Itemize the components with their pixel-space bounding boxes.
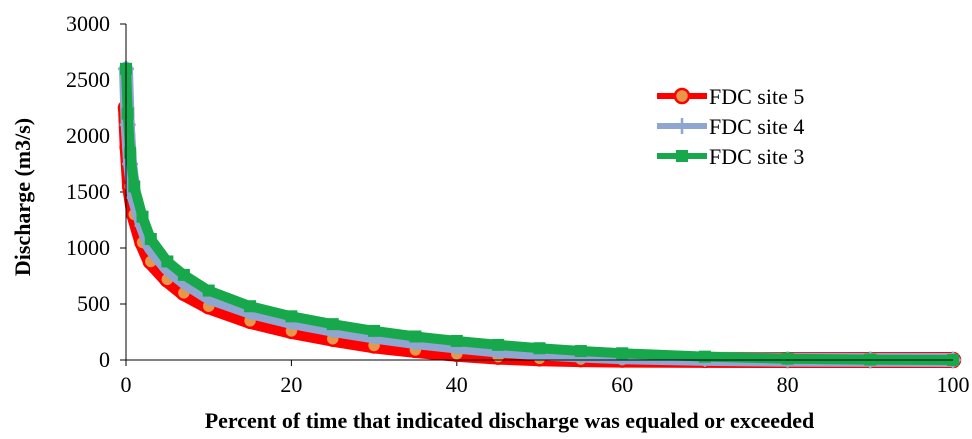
x-tick-label: 60 <box>611 372 633 397</box>
data-point <box>368 324 381 337</box>
series-fdc-site-3 <box>120 62 959 366</box>
y-tick-label: 1000 <box>66 235 110 260</box>
y-tick-label: 1500 <box>66 179 110 204</box>
y-axis-ticks: 0 500 1000 1500 2000 2500 3000 <box>66 11 126 372</box>
series-fdc-site-5 <box>117 99 962 369</box>
series-layer <box>117 60 962 369</box>
data-point <box>781 352 794 365</box>
data-point <box>202 284 215 297</box>
y-tick-label: 2500 <box>66 67 110 92</box>
legend-label: FDC site 4 <box>709 114 804 139</box>
legend-item: FDC site 3 <box>657 144 804 169</box>
y-tick-label: 2000 <box>66 123 110 148</box>
y-axis-title: Discharge (m3/s) <box>10 118 35 276</box>
x-tick-label: 0 <box>121 372 132 397</box>
data-point <box>533 342 546 355</box>
data-point <box>177 268 190 281</box>
x-tick-label: 40 <box>446 372 468 397</box>
data-point <box>136 210 149 223</box>
data-point <box>409 330 422 343</box>
data-point <box>450 334 463 347</box>
x-axis-ticks: 0 20 40 60 80 100 <box>121 360 970 397</box>
data-point <box>124 146 137 159</box>
legend-item: FDC site 4 <box>657 114 804 139</box>
legend-marker <box>673 87 691 105</box>
data-point <box>698 350 711 363</box>
data-point <box>574 345 587 358</box>
data-point <box>144 233 157 246</box>
data-point <box>326 318 339 331</box>
data-point <box>161 255 174 268</box>
x-tick-label: 20 <box>280 372 302 397</box>
x-tick-label: 80 <box>777 372 799 397</box>
data-point <box>128 180 141 193</box>
legend-label: FDC site 3 <box>709 144 804 169</box>
legend-marker <box>674 118 690 134</box>
legend-marker <box>676 150 688 162</box>
data-point <box>492 338 505 351</box>
legend-item: FDC site 5 <box>657 84 804 109</box>
data-point <box>285 310 298 323</box>
data-point <box>121 107 134 120</box>
data-point <box>616 347 629 360</box>
x-tick-label: 100 <box>937 372 970 397</box>
y-tick-label: 3000 <box>66 11 110 36</box>
data-point <box>244 300 257 313</box>
legend: FDC site 5 FDC site 4 FDC site 3 <box>657 84 804 169</box>
legend-label: FDC site 5 <box>709 84 804 109</box>
y-tick-label: 0 <box>99 347 110 372</box>
y-tick-label: 500 <box>77 291 110 316</box>
x-axis-title: Percent of time that indicated discharge… <box>205 408 815 433</box>
